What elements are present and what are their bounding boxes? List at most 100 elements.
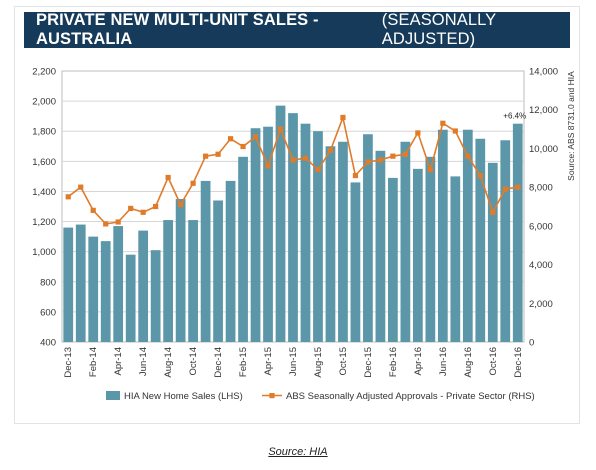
bar — [500, 140, 511, 342]
right-tick-label: 0 — [529, 338, 534, 349]
bar — [213, 200, 223, 342]
bar — [512, 123, 523, 342]
bar — [363, 134, 373, 342]
x-tick-label: Feb-14 — [88, 347, 99, 377]
bar — [450, 176, 461, 342]
bar — [100, 241, 111, 342]
x-tick-label: Dec-14 — [213, 347, 224, 378]
line-marker — [340, 114, 346, 121]
right-tick-label: 12,000 — [529, 105, 558, 116]
bar — [263, 126, 273, 342]
x-tick-label: Dec-13 — [63, 347, 74, 378]
line-marker — [515, 184, 521, 190]
line-marker — [178, 201, 184, 208]
bar — [188, 220, 198, 342]
bar — [163, 220, 174, 342]
bar — [338, 141, 348, 342]
line-marker — [452, 128, 458, 134]
chart-header: PRIVATE NEW MULTI-UNIT SALES - AUSTRALIA… — [24, 11, 570, 48]
line-marker — [128, 205, 134, 212]
line-marker — [240, 143, 246, 150]
x-tick-label: Oct-14 — [188, 347, 199, 376]
left-tick-label: 1,600 — [32, 157, 56, 168]
x-tick-label: Dec-15 — [363, 347, 374, 378]
line-marker — [90, 207, 96, 213]
bar — [175, 198, 186, 342]
bar — [350, 182, 361, 342]
line-series — [65, 114, 521, 227]
bar — [300, 123, 311, 342]
bar — [475, 138, 486, 342]
x-tick-label: Apr-14 — [113, 347, 124, 376]
x-tick-label: Aug-14 — [163, 347, 174, 378]
bar — [437, 129, 448, 342]
bar — [375, 150, 386, 342]
line-marker — [78, 184, 84, 190]
chart-title: PRIVATE NEW MULTI-UNIT SALES - AUSTRALIA — [36, 11, 319, 48]
left-tick-label: 600 — [40, 307, 56, 318]
legend: HIA New Home Sales (LHS) ABS Seasonally A… — [106, 391, 535, 402]
right-tick-label: 14,000 — [529, 67, 558, 78]
line-marker — [465, 153, 471, 159]
line-marker — [202, 153, 209, 159]
bar — [88, 236, 99, 342]
bar — [313, 131, 323, 342]
line-marker — [215, 151, 221, 157]
bar — [425, 156, 436, 342]
bar — [288, 113, 298, 343]
line-marker — [65, 194, 71, 200]
source-caption: Source: HIA — [268, 446, 328, 458]
line-marker — [315, 167, 321, 173]
bar — [125, 254, 136, 342]
axes: 400 600 800 1,000 1,200 1,400 1,600 1,800 2,000 2… — [32, 67, 576, 378]
chart-subtitle: (SEASONALLY ADJUSTED) — [381, 11, 496, 48]
bar — [138, 230, 149, 342]
bar — [113, 226, 124, 342]
line-marker — [103, 221, 109, 227]
bar — [487, 162, 498, 342]
right-tick-label: 4,000 — [529, 260, 553, 271]
line-marker — [440, 120, 446, 126]
line-marker — [277, 126, 284, 132]
x-tick-label: Apr-15 — [263, 347, 274, 376]
x-tick-label: Jun-16 — [438, 347, 449, 376]
line-marker — [140, 209, 146, 215]
left-tick-label: 2,200 — [32, 67, 56, 78]
x-tick-label: Dec-16 — [513, 347, 524, 378]
line-marker — [477, 172, 483, 179]
bar — [200, 180, 211, 342]
bar — [462, 129, 473, 342]
x-tick-label: Jun-15 — [288, 347, 299, 376]
legend-swatch-marker — [269, 393, 275, 399]
left-tick-label: 1,800 — [32, 127, 56, 138]
left-tick-label: 1,400 — [32, 187, 56, 198]
line-marker — [427, 167, 433, 173]
line-marker — [365, 159, 371, 165]
x-tick-label: Oct-16 — [488, 347, 499, 376]
bar — [400, 141, 411, 342]
line-marker — [252, 134, 259, 140]
line-marker — [265, 163, 271, 169]
right-tick-label: 2,000 — [529, 299, 553, 310]
line-marker — [190, 180, 196, 186]
chart-svg: 400 600 800 1,000 1,200 1,400 1,600 1,800 2,000 2… — [32, 67, 576, 403]
legend-label-bar: HIA New Home Sales (LHS) — [124, 391, 243, 402]
right-tick-label: 8,000 — [529, 183, 553, 194]
x-tick-label: Aug-16 — [463, 347, 474, 378]
bar — [238, 156, 248, 342]
line-marker — [227, 136, 234, 142]
line-marker — [352, 172, 359, 179]
bar — [250, 128, 261, 342]
line-marker — [390, 153, 396, 159]
bar — [388, 177, 398, 342]
line-marker — [415, 130, 421, 136]
bar — [150, 250, 161, 342]
bar — [275, 105, 286, 342]
line-marker — [302, 155, 309, 161]
right-axis-label: Source: ABS 8731.0 and HIA — [566, 71, 576, 181]
line-marker — [402, 151, 408, 157]
left-tick-label: 800 — [40, 277, 56, 288]
line-marker — [502, 186, 508, 192]
line-marker — [165, 174, 171, 181]
left-tick-label: 2,000 — [32, 97, 56, 108]
